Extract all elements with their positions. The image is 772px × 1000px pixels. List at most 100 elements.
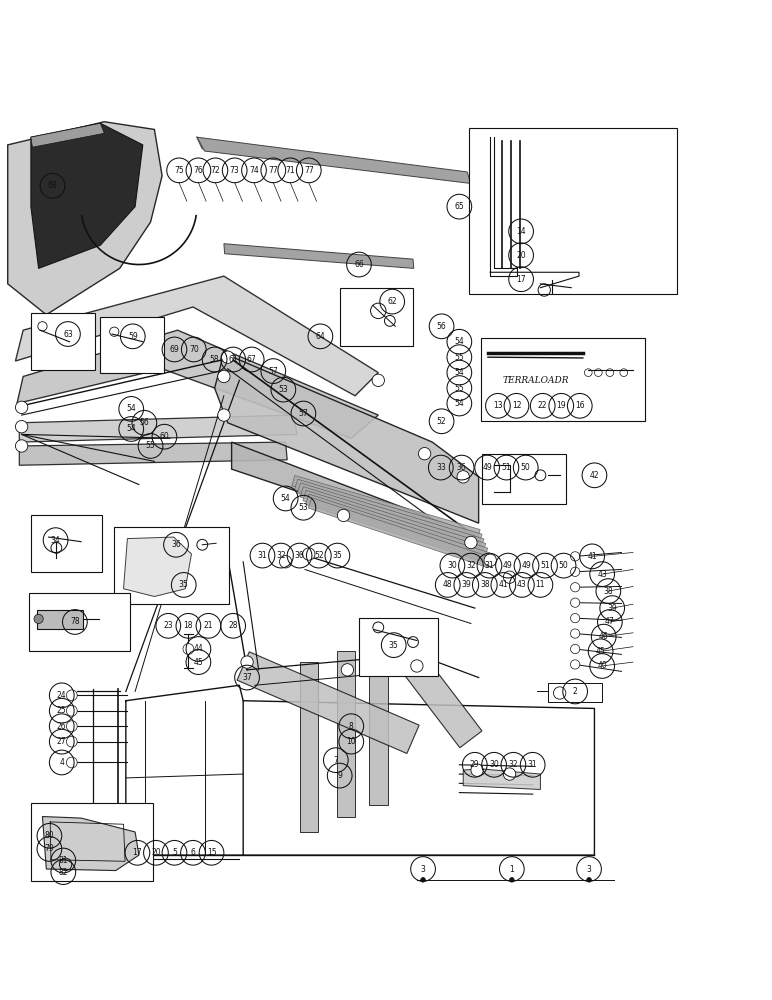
Text: 73: 73 (230, 166, 239, 175)
Text: 40: 40 (598, 661, 607, 670)
Text: 20: 20 (151, 848, 161, 857)
Text: 78: 78 (70, 617, 80, 626)
Polygon shape (337, 651, 355, 817)
Text: 34: 34 (51, 536, 60, 545)
Text: 17: 17 (516, 275, 526, 284)
Circle shape (411, 660, 423, 672)
Circle shape (66, 721, 77, 732)
Polygon shape (19, 442, 287, 465)
Text: 22: 22 (538, 401, 547, 410)
Circle shape (15, 401, 28, 414)
Text: 60: 60 (160, 432, 169, 441)
Polygon shape (224, 244, 414, 268)
Text: 8: 8 (349, 722, 354, 731)
Circle shape (372, 374, 384, 387)
Text: 49: 49 (482, 463, 492, 472)
Text: 79: 79 (45, 844, 54, 853)
Text: 45: 45 (596, 647, 605, 656)
Polygon shape (232, 442, 475, 550)
Text: 32: 32 (276, 551, 286, 560)
Text: 80: 80 (45, 831, 54, 840)
Polygon shape (124, 537, 191, 596)
Text: 12: 12 (512, 401, 521, 410)
Polygon shape (303, 490, 488, 558)
Circle shape (183, 644, 194, 654)
Text: 32: 32 (466, 561, 476, 570)
Circle shape (66, 705, 77, 716)
Text: 71: 71 (286, 166, 295, 175)
Text: 68: 68 (48, 181, 57, 190)
Text: 39: 39 (462, 580, 471, 589)
Text: 20: 20 (516, 251, 526, 260)
Text: 52: 52 (437, 417, 446, 426)
Circle shape (418, 448, 431, 460)
Text: 74: 74 (249, 166, 259, 175)
Bar (114, 527, 229, 604)
Text: 14: 14 (516, 227, 526, 236)
Circle shape (66, 690, 77, 701)
Text: 51: 51 (540, 561, 550, 570)
Text: 31: 31 (485, 561, 494, 570)
Circle shape (571, 598, 580, 607)
Text: 28: 28 (229, 621, 238, 630)
Text: 9: 9 (337, 771, 342, 780)
Text: 63: 63 (63, 330, 73, 339)
Text: 72: 72 (211, 166, 220, 175)
Text: 70: 70 (189, 345, 198, 354)
Text: 10: 10 (347, 737, 356, 746)
Text: 38: 38 (604, 587, 613, 596)
Text: 56: 56 (437, 322, 446, 331)
Circle shape (571, 613, 580, 623)
Bar (359, 618, 438, 676)
Polygon shape (308, 498, 492, 568)
Text: 53: 53 (299, 503, 308, 512)
Polygon shape (300, 487, 486, 554)
Text: 35: 35 (389, 641, 398, 650)
Text: 54: 54 (455, 337, 464, 346)
Polygon shape (292, 476, 480, 540)
Text: 26: 26 (57, 722, 66, 731)
Text: 35: 35 (179, 580, 188, 589)
Text: 43: 43 (598, 570, 607, 579)
Bar (340, 288, 413, 346)
Text: 54: 54 (127, 404, 136, 413)
Text: 6: 6 (191, 848, 195, 857)
Text: 5: 5 (172, 848, 177, 857)
Text: 4: 4 (59, 758, 64, 767)
Text: 36: 36 (457, 463, 466, 472)
Polygon shape (463, 769, 540, 790)
Text: 58: 58 (210, 355, 219, 364)
Polygon shape (15, 276, 378, 396)
Text: 50: 50 (521, 463, 530, 472)
Text: 53: 53 (279, 385, 288, 394)
Text: 38: 38 (480, 580, 489, 589)
Text: 11: 11 (536, 580, 545, 589)
Text: TERRALOADR: TERRALOADR (503, 376, 569, 385)
Circle shape (587, 878, 591, 882)
Circle shape (66, 757, 77, 768)
Circle shape (421, 878, 425, 882)
Text: 36: 36 (171, 540, 181, 549)
Text: 15: 15 (207, 848, 216, 857)
Circle shape (241, 656, 253, 668)
Text: 49: 49 (522, 561, 531, 570)
Text: 33: 33 (436, 463, 445, 472)
Text: 57: 57 (299, 409, 308, 418)
Text: 13: 13 (493, 401, 503, 410)
Circle shape (503, 768, 516, 780)
Text: 52: 52 (314, 551, 323, 560)
Circle shape (337, 509, 350, 522)
Polygon shape (31, 123, 104, 147)
Circle shape (303, 548, 315, 560)
Polygon shape (19, 415, 297, 442)
Circle shape (503, 571, 516, 583)
Text: 42: 42 (590, 471, 599, 480)
Text: 54: 54 (455, 368, 464, 377)
Text: 59: 59 (128, 332, 137, 341)
Text: 1: 1 (510, 865, 514, 874)
Text: 48: 48 (443, 580, 452, 589)
Text: 37: 37 (242, 673, 252, 682)
Circle shape (571, 629, 580, 638)
Text: 55: 55 (455, 384, 464, 393)
Text: 65: 65 (455, 202, 464, 211)
